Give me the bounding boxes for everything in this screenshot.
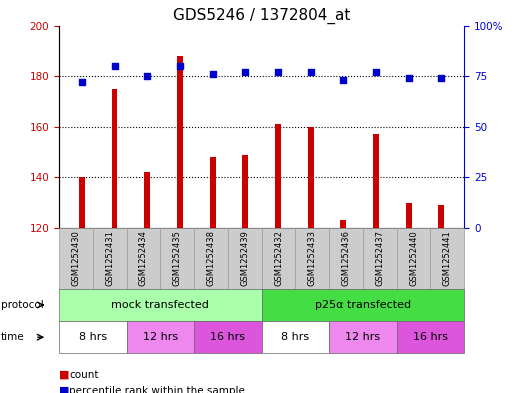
Title: GDS5246 / 1372804_at: GDS5246 / 1372804_at [173,8,350,24]
Text: percentile rank within the sample: percentile rank within the sample [69,386,245,393]
Point [78,79,86,85]
Point [307,69,315,75]
Text: count: count [69,370,99,380]
Text: GSM1252438: GSM1252438 [206,230,215,286]
Bar [406,203,411,228]
Text: GSM1252430: GSM1252430 [71,230,81,286]
Point [339,77,347,83]
Text: ■: ■ [59,370,69,380]
Point [274,69,282,75]
Text: GSM1252433: GSM1252433 [308,230,317,286]
Point [176,63,184,69]
Point [241,69,249,75]
Text: GSM1252432: GSM1252432 [274,230,283,286]
Bar [439,205,444,228]
Text: GSM1252441: GSM1252441 [443,231,452,286]
Bar [275,124,281,228]
Text: GSM1252431: GSM1252431 [105,230,114,286]
Point [143,73,151,79]
Text: GSM1252435: GSM1252435 [173,230,182,286]
Bar [373,134,379,228]
Text: time: time [1,332,24,342]
Text: 12 hrs: 12 hrs [143,332,178,342]
Bar [112,89,117,228]
Point [208,71,216,77]
Text: ■: ■ [59,386,69,393]
Text: 12 hrs: 12 hrs [345,332,381,342]
Text: GSM1252439: GSM1252439 [240,230,249,286]
Bar [341,220,346,228]
Bar [177,56,183,228]
Text: GSM1252434: GSM1252434 [139,230,148,286]
Point [405,75,413,81]
Bar [242,154,248,228]
Text: 8 hrs: 8 hrs [78,332,107,342]
Text: protocol: protocol [1,300,43,310]
Bar [144,172,150,228]
Text: GSM1252437: GSM1252437 [376,230,384,286]
Point [110,63,119,69]
Text: GSM1252440: GSM1252440 [409,231,418,286]
Text: 16 hrs: 16 hrs [210,332,245,342]
Point [372,69,380,75]
Text: mock transfected: mock transfected [111,300,209,310]
Bar [308,127,313,228]
Point [437,75,445,81]
Bar [79,177,85,228]
Bar [210,157,215,228]
Text: 16 hrs: 16 hrs [413,332,448,342]
Text: p25α transfected: p25α transfected [315,300,411,310]
Text: 8 hrs: 8 hrs [281,332,309,342]
Text: GSM1252436: GSM1252436 [342,230,350,286]
